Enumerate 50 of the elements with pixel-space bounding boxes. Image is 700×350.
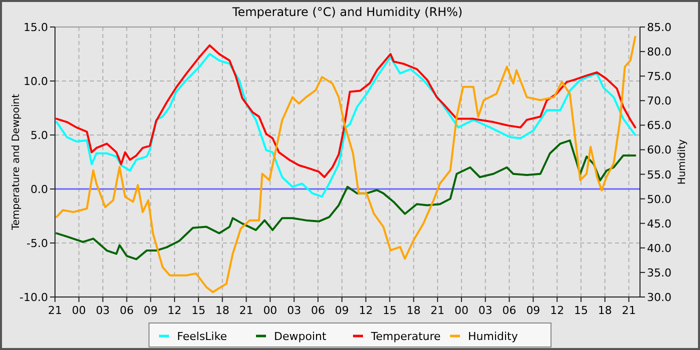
x-tick-label: 03 xyxy=(287,304,302,317)
x-tick-label: 21 xyxy=(430,304,445,317)
x-tick-label: 21 xyxy=(48,304,62,317)
y2-tick-label: 55.0 xyxy=(647,168,672,182)
y-tick-label: -10.0 xyxy=(20,291,48,304)
y-tick-label: 5.0 xyxy=(30,129,48,142)
y2-tick-label: 40.0 xyxy=(647,242,672,255)
x-tick-label: 15 xyxy=(382,304,397,317)
x-tick-label: 21 xyxy=(622,304,636,317)
y-tick-label: -5.0 xyxy=(26,237,48,250)
y2-tick-label: 60.0 xyxy=(647,144,672,157)
x-tick-label: 00 xyxy=(263,304,278,317)
y-tick-label: 10.0 xyxy=(24,75,48,88)
y2-tick-label: 35.0 xyxy=(647,266,672,280)
y2-tick-label: 50.0 xyxy=(647,192,672,206)
x-tick-label: 06 xyxy=(502,304,516,317)
y-axis-title: Temperature and Dewpoint xyxy=(11,94,22,232)
legend-label: Temperature xyxy=(370,330,441,343)
x-tick-label: 12 xyxy=(550,304,564,317)
y2-tick-label: 65.0 xyxy=(647,119,672,132)
legend-label: Dewpoint xyxy=(274,330,327,343)
x-tick-label: 00 xyxy=(454,304,468,317)
x-tick-label: 00 xyxy=(72,304,86,317)
x-tick-label: 03 xyxy=(478,304,492,317)
y2-tick-label: 30.0 xyxy=(647,291,672,304)
x-tick-label: 09 xyxy=(526,304,540,317)
y2-tick-label: 80.0 xyxy=(647,46,672,59)
x-tick-label: 21 xyxy=(239,304,254,317)
chart-title: Temperature (°C) and Humidity (RH%) xyxy=(231,5,463,19)
x-tick-label: 03 xyxy=(96,304,110,317)
legend-label: FeelsLike xyxy=(177,330,228,343)
y2-tick-label: 45.0 xyxy=(647,217,672,230)
y2-tick-label: 70.0 xyxy=(647,94,672,108)
x-tick-label: 12 xyxy=(168,304,182,317)
x-tick-label: 18 xyxy=(598,304,612,317)
y-tick-label: 15.0 xyxy=(24,21,48,34)
x-tick-label: 18 xyxy=(406,304,421,317)
x-tick-label: 15 xyxy=(191,304,206,317)
legend-label: Humidity xyxy=(468,330,518,343)
y2-axis-title: Humidity xyxy=(677,139,688,185)
y-tick-label: 0.0 xyxy=(30,183,48,196)
x-tick-label: 06 xyxy=(311,304,326,317)
x-tick-label: 06 xyxy=(120,304,134,317)
x-tick-label: 18 xyxy=(215,304,230,317)
x-tick-label: 12 xyxy=(358,304,373,317)
y2-tick-label: 85.0 xyxy=(647,21,672,34)
x-tick-label: 09 xyxy=(334,304,349,317)
x-tick-label: 15 xyxy=(574,304,588,317)
y2-tick-label: 75.0 xyxy=(647,70,672,84)
x-tick-label: 09 xyxy=(144,304,158,317)
